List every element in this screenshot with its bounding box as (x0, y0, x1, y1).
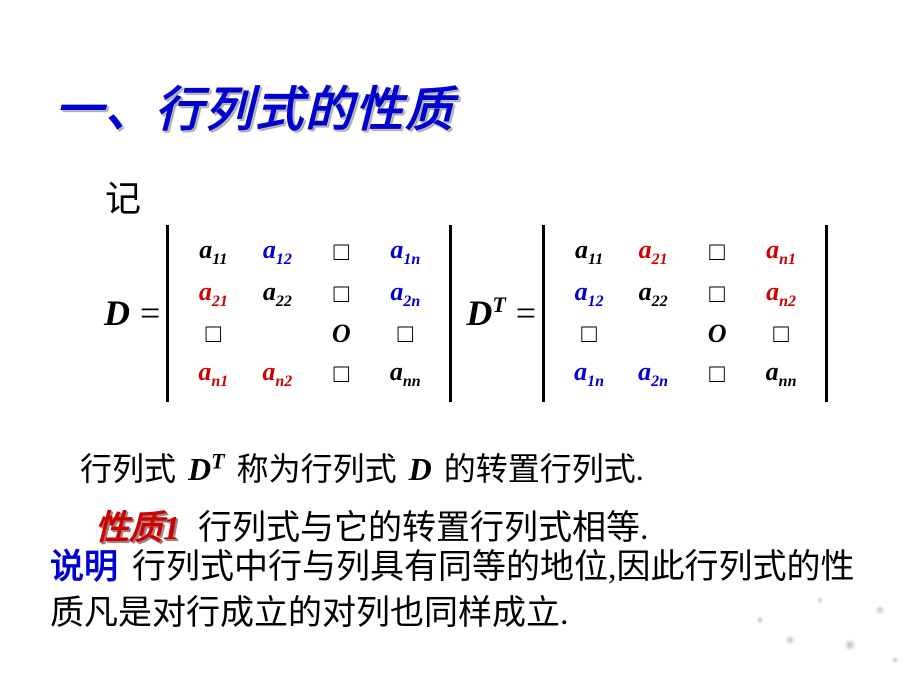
equals-icon: = (510, 292, 542, 334)
symbol-DT: DT (462, 292, 509, 334)
section-title: 一、行列式的性质 (55, 70, 455, 140)
transpose-definition-text: 行列式 DT 称为行列式 D 的转置行列式. (80, 444, 644, 490)
property-label: 性质1 (95, 510, 198, 547)
property-text: 行列式与它的转置行列式相等. (198, 510, 649, 547)
symbol-D: D (100, 292, 134, 334)
determinant-D: a11a12□a1na21a22□a2n□O□an1an2□ann (166, 225, 452, 402)
definition-D: D = a11a12□a1na21a22□a2n□O□an1an2□ann (100, 225, 452, 402)
explanation-label: 说明 (50, 549, 132, 586)
equation-row: D = a11a12□a1na21a22□a2n□O□an1an2□ann DT… (100, 225, 880, 402)
determinant-DT: a11a21□an1a12a22□an2□O□a1na2n□ann (542, 225, 828, 402)
definition-DT: DT = a11a21□an1a12a22□an2□O□a1na2n□ann (462, 225, 828, 402)
equals-icon: = (134, 292, 166, 334)
explanation: 说明行列式中行与列具有同等的地位,因此行列式的性质凡是对行成立的对列也同样成立. (50, 545, 860, 637)
explanation-text: 行列式中行与列具有同等的地位,因此行列式的性质凡是对行成立的对列也同样成立. (50, 549, 855, 632)
intro-text: 记 (105, 170, 141, 222)
property-1: 性质1行列式与它的转置行列式相等. (95, 500, 649, 549)
